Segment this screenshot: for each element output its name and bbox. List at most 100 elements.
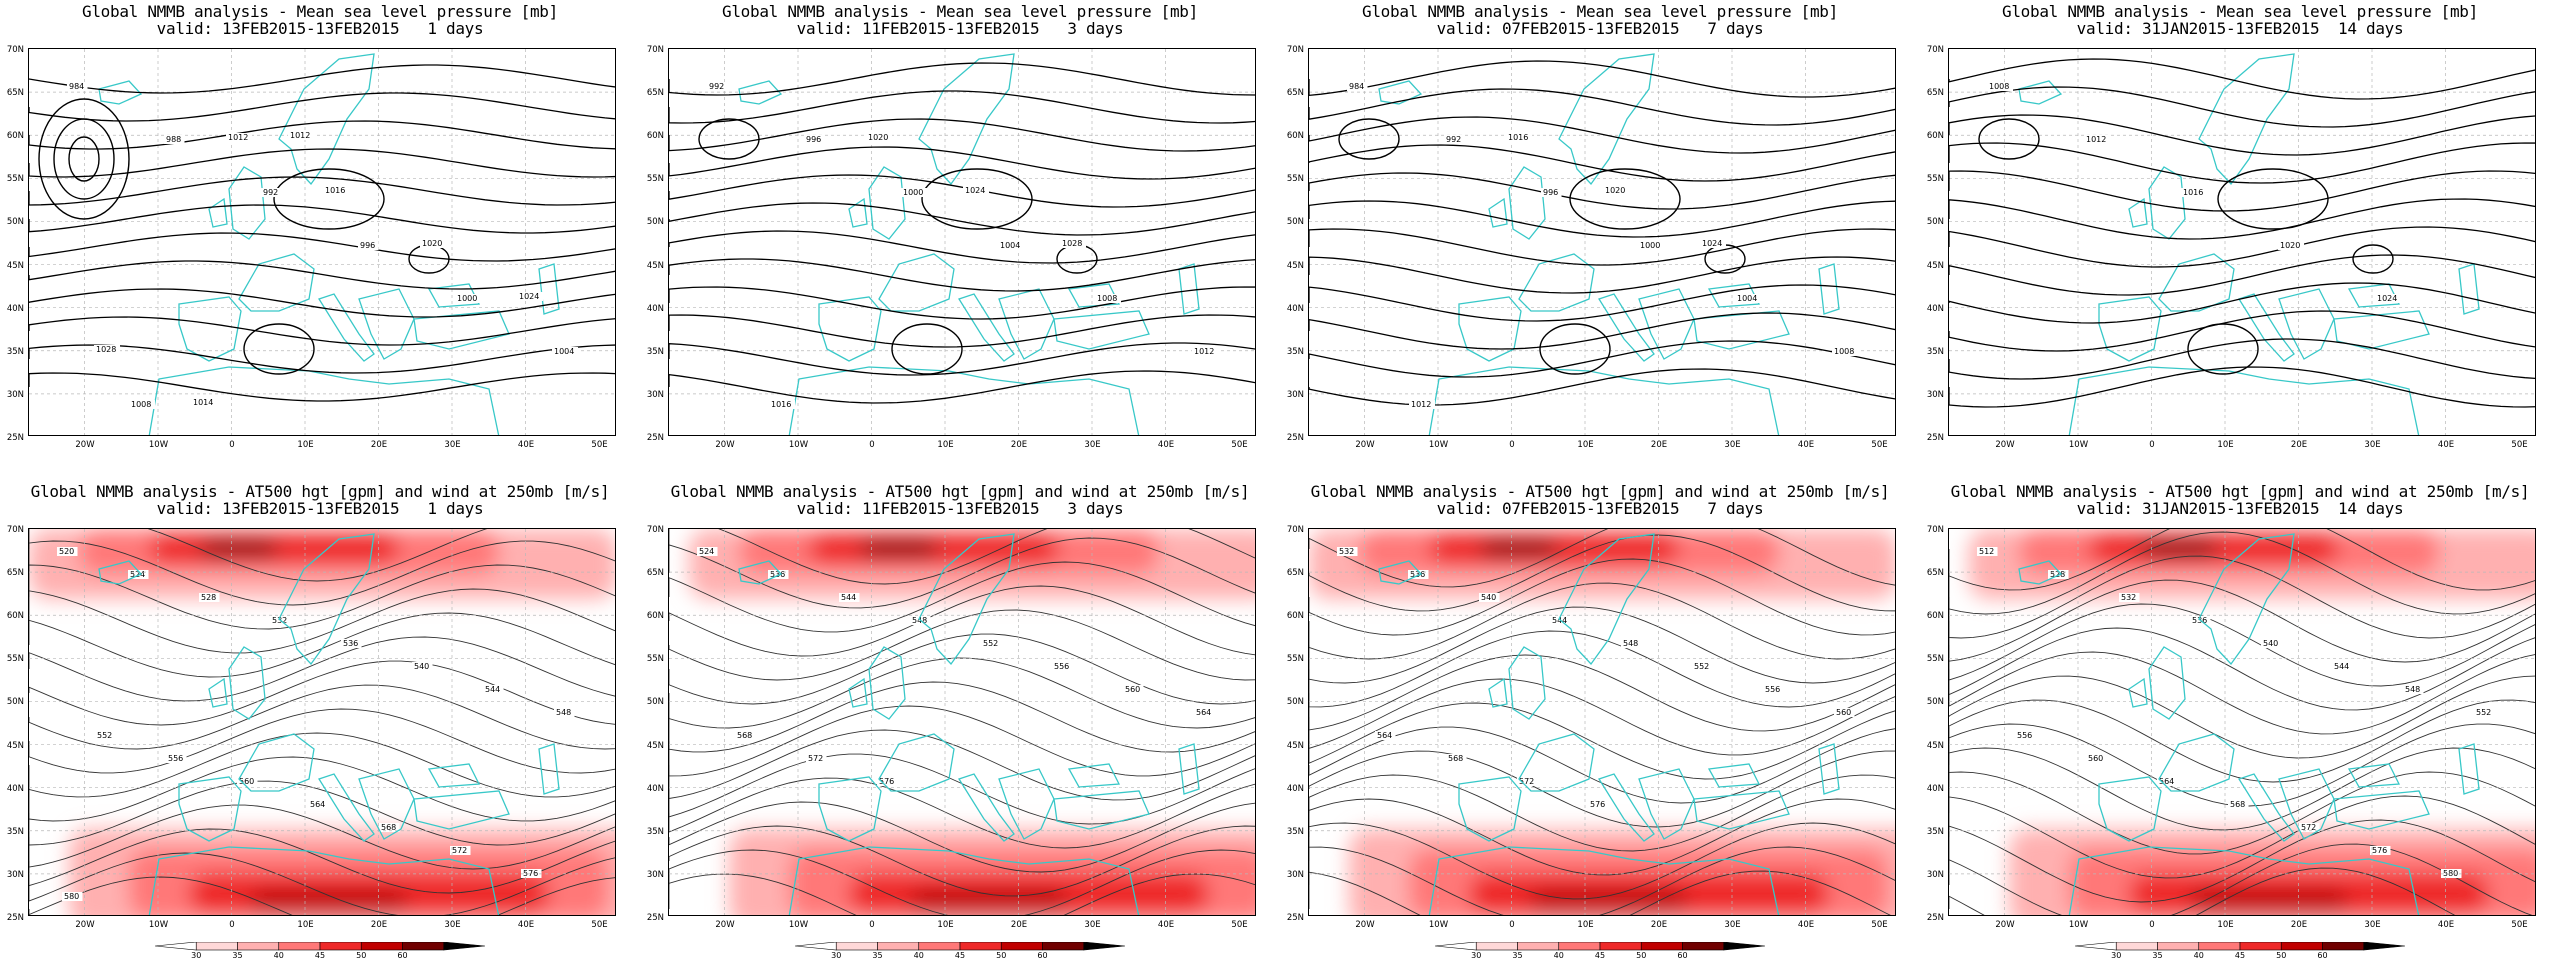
- contour-label: 1004: [1000, 241, 1020, 250]
- contour-label: 984: [69, 82, 84, 91]
- lat-tick-label: 25N: [646, 433, 664, 443]
- grid-lines: [1309, 49, 1895, 435]
- lon-tick-label: 20W: [1995, 920, 2015, 930]
- lon-tick-label: 10W: [1428, 920, 1449, 930]
- contour-label: 548: [912, 616, 927, 625]
- grid-lines: [1949, 529, 2535, 915]
- lat-tick-label: 35N: [6, 826, 24, 837]
- lat-tick-label: 35N: [6, 346, 24, 357]
- contour-label: 1012: [2086, 135, 2106, 144]
- isobars: [29, 64, 615, 402]
- contour-label: 1016: [771, 400, 791, 409]
- lon-tick-label: 20E: [1650, 920, 1668, 930]
- grid-lines: [669, 49, 1255, 435]
- panel-title: Global NMMB analysis - Mean sea level pr…: [2002, 2, 2478, 21]
- contour-label: 536: [343, 639, 358, 648]
- lat-tick-label: 30N: [1926, 869, 1944, 880]
- contour-label: 548: [556, 708, 571, 717]
- lat-tick-label: 65N: [1286, 568, 1304, 579]
- colorbar: 30 35 40 45 50 60: [795, 942, 1125, 958]
- lat-tick-label: 70N: [646, 525, 664, 535]
- lat-tick-label: 35N: [1286, 346, 1304, 357]
- contour-label: 556: [168, 754, 183, 763]
- lon-tick-label: 10W: [788, 920, 809, 930]
- contour-label: 1000: [1640, 241, 1660, 250]
- lat-tick-label: 35N: [646, 826, 664, 837]
- contour-label: 572: [452, 846, 467, 855]
- wind-shading: [689, 529, 1255, 915]
- lon-tick-label: 0: [1509, 920, 1515, 930]
- lon-tick-label: 50E: [1871, 920, 1888, 930]
- map-area: 524 536 544 548 552 556 560 564 568 572 576: [668, 528, 1256, 916]
- lat-tick-label: 40N: [1926, 303, 1944, 314]
- lat-tick-label: 35N: [1286, 826, 1304, 837]
- contour-label: 1020: [2280, 241, 2300, 250]
- contour-label: 572: [808, 754, 823, 763]
- lat-tick-label: 60N: [6, 131, 24, 142]
- contour-label: 576: [523, 869, 538, 878]
- height-labels: 524 536 544 548 552 556 560 564 568 572 576: [697, 547, 1215, 786]
- contour-label: 564: [310, 800, 325, 809]
- panel-title: Global NMMB analysis - Mean sea level pr…: [722, 2, 1198, 21]
- height-contours: [1309, 529, 1895, 915]
- lat-tick-label: 40N: [6, 303, 24, 314]
- lat-tick-label: 65N: [646, 568, 664, 579]
- lat-tick-label: 65N: [6, 568, 24, 579]
- panel-title: Global NMMB analysis - Mean sea level pr…: [82, 2, 558, 21]
- contour-label: 1012: [290, 131, 310, 140]
- lat-tick-label: 70N: [1286, 525, 1304, 535]
- map-area: 1008 1012 1016 1020 1024: [1948, 48, 2536, 436]
- lon-tick-label: 10W: [1428, 440, 1449, 450]
- lat-tick-label: 55N: [6, 174, 24, 185]
- lon-tick-label: 20W: [1995, 440, 2015, 450]
- contour-label: 1024: [2377, 294, 2397, 303]
- colorbar-label: 45: [955, 951, 965, 958]
- contour-label: 528: [2050, 570, 2065, 579]
- isobars: [1949, 58, 2535, 408]
- contour-label: 572: [2301, 823, 2316, 832]
- lat-tick-label: 70N: [1926, 525, 1944, 535]
- lat-tick-label: 50N: [6, 697, 24, 708]
- lat-tick-label: 65N: [6, 88, 24, 99]
- contour-label: 580: [64, 892, 79, 901]
- contour-label: 580: [2443, 869, 2458, 878]
- lon-tick-label: 0: [2149, 920, 2155, 930]
- contour-label: 992: [709, 82, 724, 91]
- lon-tick-label: 40E: [2437, 440, 2455, 450]
- lat-tick-label: 50N: [1286, 697, 1304, 708]
- map-panel: Global NMMB analysis - AT500 hgt [gpm] a…: [640, 480, 1280, 960]
- lat-tick-label: 50N: [1926, 697, 1944, 708]
- lon-tick-label: 10E: [2217, 920, 2234, 930]
- contour-label: 556: [1765, 685, 1780, 694]
- lat-tick-label: 65N: [1286, 88, 1304, 99]
- lon-tick-label: 30E: [1084, 920, 1101, 930]
- height-contours: [29, 529, 615, 915]
- contour-label: 564: [1377, 731, 1392, 740]
- lon-tick-label: 40E: [517, 920, 535, 930]
- isobar-labels: 984 992 996 1000 1004 1008 1012 1016 1020 1024: [1347, 82, 1858, 409]
- contour-label: 1020: [1605, 186, 1625, 195]
- lon-tick-label: 40E: [1797, 920, 1815, 930]
- lon-tick-label: 10E: [297, 920, 314, 930]
- contour-label: 1012: [228, 133, 248, 142]
- contour-label: 1016: [325, 186, 345, 195]
- lat-tick-label: 45N: [1286, 260, 1304, 271]
- lon-tick-label: 0: [1509, 440, 1515, 450]
- lat-tick-label: 70N: [1926, 45, 1944, 55]
- lon-tick-label: 40E: [1797, 440, 1815, 450]
- contour-label: 544: [2334, 662, 2349, 671]
- grid-lines: [1309, 529, 1895, 915]
- grid-lines: [1949, 49, 2535, 435]
- lat-tick-label: 60N: [6, 611, 24, 622]
- contour-label: 1012: [1194, 347, 1214, 356]
- lat-tick-label: 40N: [1286, 783, 1304, 794]
- lat-tick-label: 40N: [6, 783, 24, 794]
- isobar-labels: 1008 1012 1016 1020 1024: [1987, 82, 2401, 303]
- contour-label: 1020: [422, 239, 442, 248]
- panel-title: Global NMMB analysis - AT500 hgt [gpm] a…: [30, 482, 610, 501]
- panel-subtitle: valid: 11FEB2015-13FEB2015 3 days: [796, 499, 1124, 518]
- coastlines: [1378, 533, 1840, 915]
- contour-label: 992: [1446, 135, 1461, 144]
- contour-label: 532: [1339, 547, 1354, 556]
- lon-tick-label: 40E: [2437, 920, 2455, 930]
